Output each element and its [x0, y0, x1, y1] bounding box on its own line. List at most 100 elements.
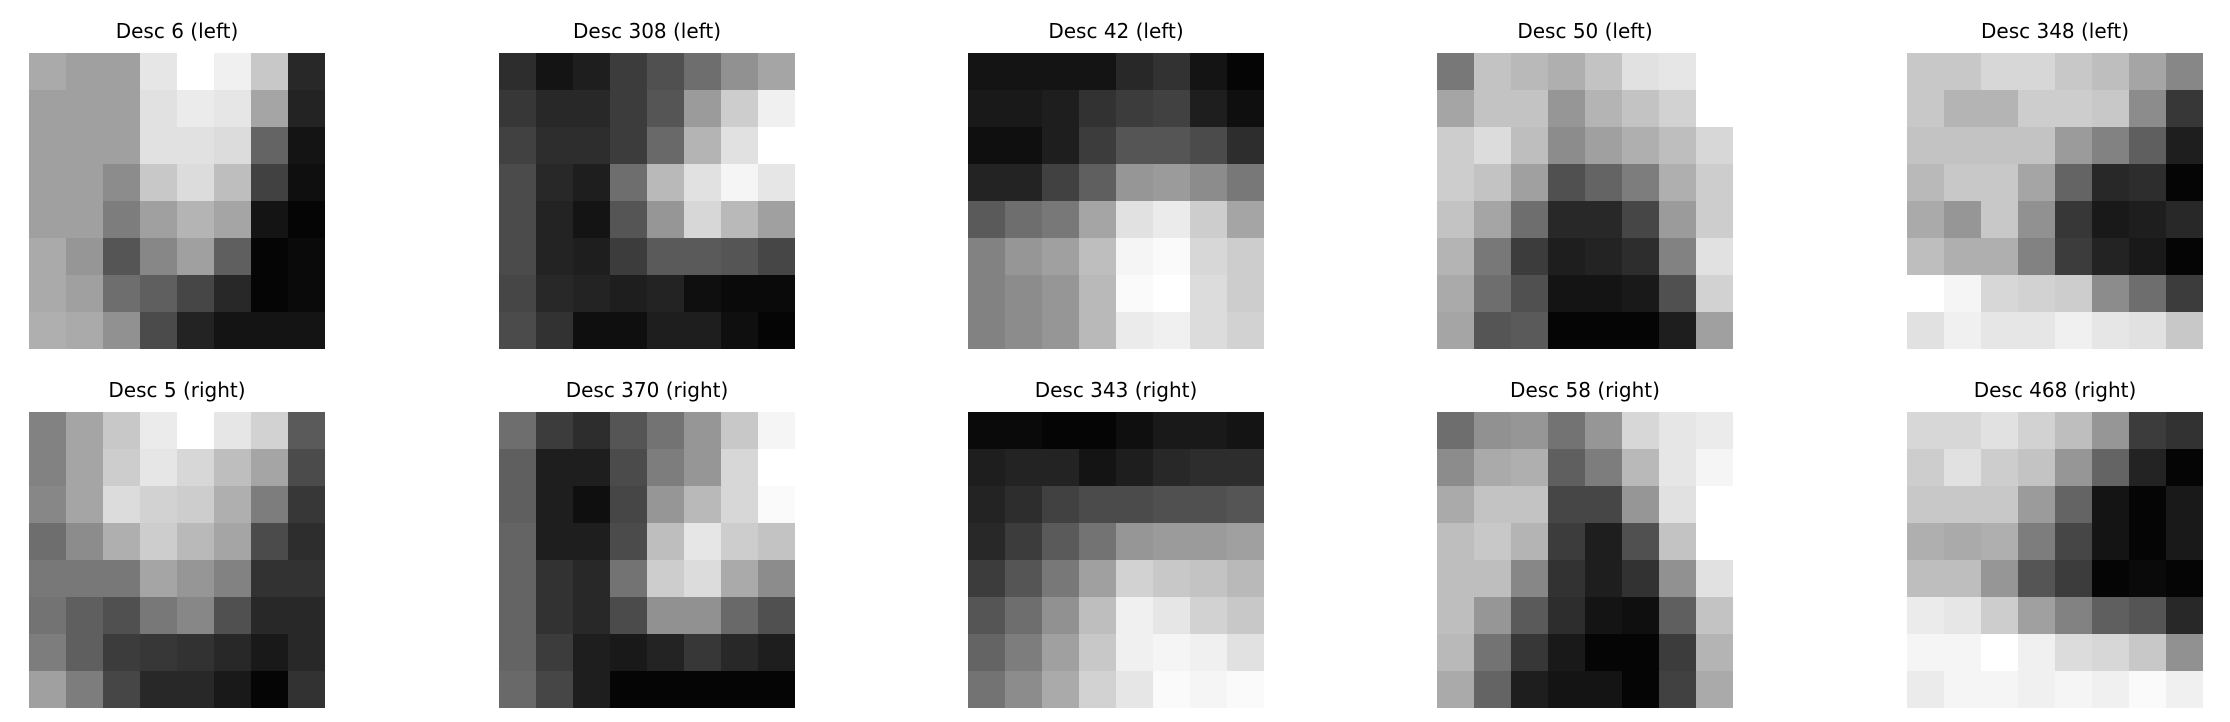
heatmap-cell [251, 90, 288, 127]
heatmap-cell [2166, 597, 2203, 634]
heatmap-cell [1153, 597, 1190, 634]
heatmap-cell [1944, 238, 1981, 275]
heatmap-cell [1696, 127, 1733, 164]
heatmap-cell [536, 312, 573, 349]
heatmap-cell [1474, 671, 1511, 708]
heatmap-cell [2055, 164, 2092, 201]
heatmap-cell [66, 201, 103, 238]
heatmap-cell [536, 53, 573, 90]
heatmap-cell [2166, 275, 2203, 312]
heatmap-cell [251, 634, 288, 671]
heatmap-cell [1227, 412, 1264, 449]
heatmap-cell [2129, 90, 2166, 127]
heatmap-cell [103, 201, 140, 238]
heatmap-cell [1437, 634, 1474, 671]
heatmap-cell [536, 238, 573, 275]
heatmap-cell [1116, 486, 1153, 523]
heatmap-cell [1116, 53, 1153, 90]
heatmap-cell [684, 523, 721, 560]
heatmap-cell [1511, 127, 1548, 164]
heatmap-cell [1079, 164, 1116, 201]
heatmap-cell [1227, 449, 1264, 486]
heatmap-cell [1153, 164, 1190, 201]
heatmap-cell [684, 560, 721, 597]
heatmap-cell [1696, 275, 1733, 312]
heatmap-cell [1548, 90, 1585, 127]
heatmap-cell [684, 486, 721, 523]
heatmap-cell [288, 597, 325, 634]
heatmap-cell [1190, 412, 1227, 449]
heatmap-cell [758, 201, 795, 238]
heatmap-panel: Desc 308 (left) [499, 19, 795, 349]
heatmap-cell [177, 164, 214, 201]
heatmap-cell [1659, 523, 1696, 560]
heatmap-cell [177, 671, 214, 708]
heatmap-cell [2055, 486, 2092, 523]
heatmap-cell [103, 449, 140, 486]
heatmap-cell [1042, 127, 1079, 164]
heatmap-cell [2018, 449, 2055, 486]
heatmap-cell [2018, 90, 2055, 127]
heatmap-cell [1659, 164, 1696, 201]
heatmap-cell [1079, 671, 1116, 708]
heatmap-cell [1153, 238, 1190, 275]
heatmap-cell [2055, 90, 2092, 127]
heatmap-cell [647, 597, 684, 634]
heatmap-cell [1474, 449, 1511, 486]
heatmap-cell [1437, 312, 1474, 349]
heatmap-cell [610, 412, 647, 449]
heatmap-cell [177, 449, 214, 486]
heatmap-cell [251, 523, 288, 560]
heatmap-cell [2018, 412, 2055, 449]
heatmap-cell [721, 164, 758, 201]
heatmap-cell [177, 312, 214, 349]
heatmap-cell [499, 523, 536, 560]
heatmap-cell [1153, 486, 1190, 523]
heatmap-cell [1696, 201, 1733, 238]
heatmap-cell [610, 53, 647, 90]
heatmap-cell [1659, 312, 1696, 349]
heatmap-cell [2092, 560, 2129, 597]
heatmap-cell [647, 238, 684, 275]
heatmap-cell [1659, 90, 1696, 127]
heatmap-cell [647, 671, 684, 708]
heatmap-cell [1190, 312, 1227, 349]
heatmap-cell [288, 90, 325, 127]
heatmap-cell [2092, 164, 2129, 201]
heatmap-cell [1079, 312, 1116, 349]
heatmap-cell [177, 412, 214, 449]
heatmap-cell [1474, 90, 1511, 127]
heatmap-cell [647, 127, 684, 164]
heatmap-cell [1116, 90, 1153, 127]
heatmap-cell [536, 634, 573, 671]
heatmap-cell [1005, 634, 1042, 671]
heatmap-cell [647, 412, 684, 449]
heatmap-cell [2055, 275, 2092, 312]
heatmap-cell [2018, 671, 2055, 708]
heatmap-cell [1907, 201, 1944, 238]
heatmap-cell [2092, 275, 2129, 312]
heatmap-cell [1944, 312, 1981, 349]
heatmap-cell [2018, 523, 2055, 560]
heatmap-cell [721, 53, 758, 90]
heatmap-cell [610, 238, 647, 275]
heatmap-cell [1622, 597, 1659, 634]
heatmap-cell [647, 164, 684, 201]
heatmap-cell [684, 53, 721, 90]
heatmap-cell [140, 90, 177, 127]
heatmap-cell [2018, 201, 2055, 238]
heatmap-cell [251, 560, 288, 597]
heatmap-cell [1437, 201, 1474, 238]
heatmap-cell [2055, 201, 2092, 238]
heatmap-cell [251, 127, 288, 164]
heatmap-panel: Desc 42 (left) [968, 19, 1264, 349]
heatmap-cell [1227, 201, 1264, 238]
heatmap-cell [2092, 312, 2129, 349]
heatmap-panel: Desc 370 (right) [499, 378, 795, 708]
heatmap-cell [1153, 201, 1190, 238]
heatmap-cell [610, 164, 647, 201]
heatmap-cell [610, 597, 647, 634]
heatmap-cell [2166, 90, 2203, 127]
heatmap-cell [1437, 560, 1474, 597]
heatmap-cell [1005, 238, 1042, 275]
